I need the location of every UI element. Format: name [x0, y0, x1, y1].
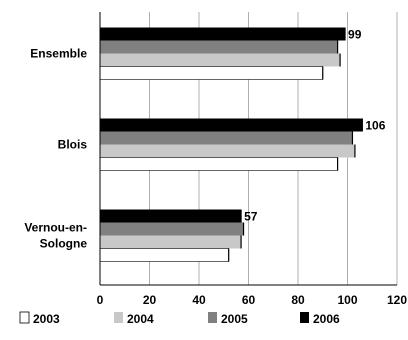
legend-swatch-2004 [114, 312, 123, 323]
bar-2005-0 [100, 40, 338, 54]
legend-label-2005: 2005 [221, 312, 248, 326]
bar-2003-2 [99, 248, 229, 262]
bar-2005-2 [100, 222, 244, 236]
x-tick-label: 40 [192, 293, 206, 307]
bar-2006-0 [100, 27, 346, 41]
data-label-1: 106 [365, 119, 385, 133]
axes [99, 12, 397, 286]
x-tick-label: 80 [291, 293, 305, 307]
legend-swatch-2006 [300, 312, 309, 323]
legend-swatch-2003 [19, 311, 30, 324]
bar-2005-1 [100, 131, 353, 145]
category-label: Sologne [40, 237, 88, 251]
category-label: Vernou-en- [24, 221, 87, 235]
data-label-0: 99 [348, 28, 362, 42]
legend-label-2003: 2003 [33, 312, 60, 326]
legend-label-2004: 2004 [127, 312, 154, 326]
x-tick-label: 0 [97, 293, 104, 307]
x-tick-label: 120 [387, 293, 407, 307]
data-label-2: 57 [244, 210, 258, 224]
bar-2006-1 [100, 118, 363, 132]
x-tick-label: 60 [242, 293, 256, 307]
bar-2006-2 [100, 209, 242, 223]
category-label: Ensemble [30, 47, 87, 61]
bars [99, 27, 363, 262]
labels: 99 Ensemble 106 Blois 57 Vernou-en- Sologne 0 20… [24, 28, 407, 308]
bar-2003-1 [99, 157, 338, 171]
bar-2004-0 [100, 53, 341, 67]
x-tick-label: 100 [337, 293, 357, 307]
legend-swatch-2005 [208, 312, 217, 323]
bar-2004-1 [100, 144, 355, 158]
bar-2004-2 [100, 235, 242, 249]
x-tick-label: 20 [143, 293, 157, 307]
legend-label-2006: 2006 [313, 312, 340, 326]
category-label: Blois [58, 138, 88, 152]
bar-2003-0 [99, 66, 324, 80]
legend: 2003 2004 2005 2006 [19, 311, 340, 326]
